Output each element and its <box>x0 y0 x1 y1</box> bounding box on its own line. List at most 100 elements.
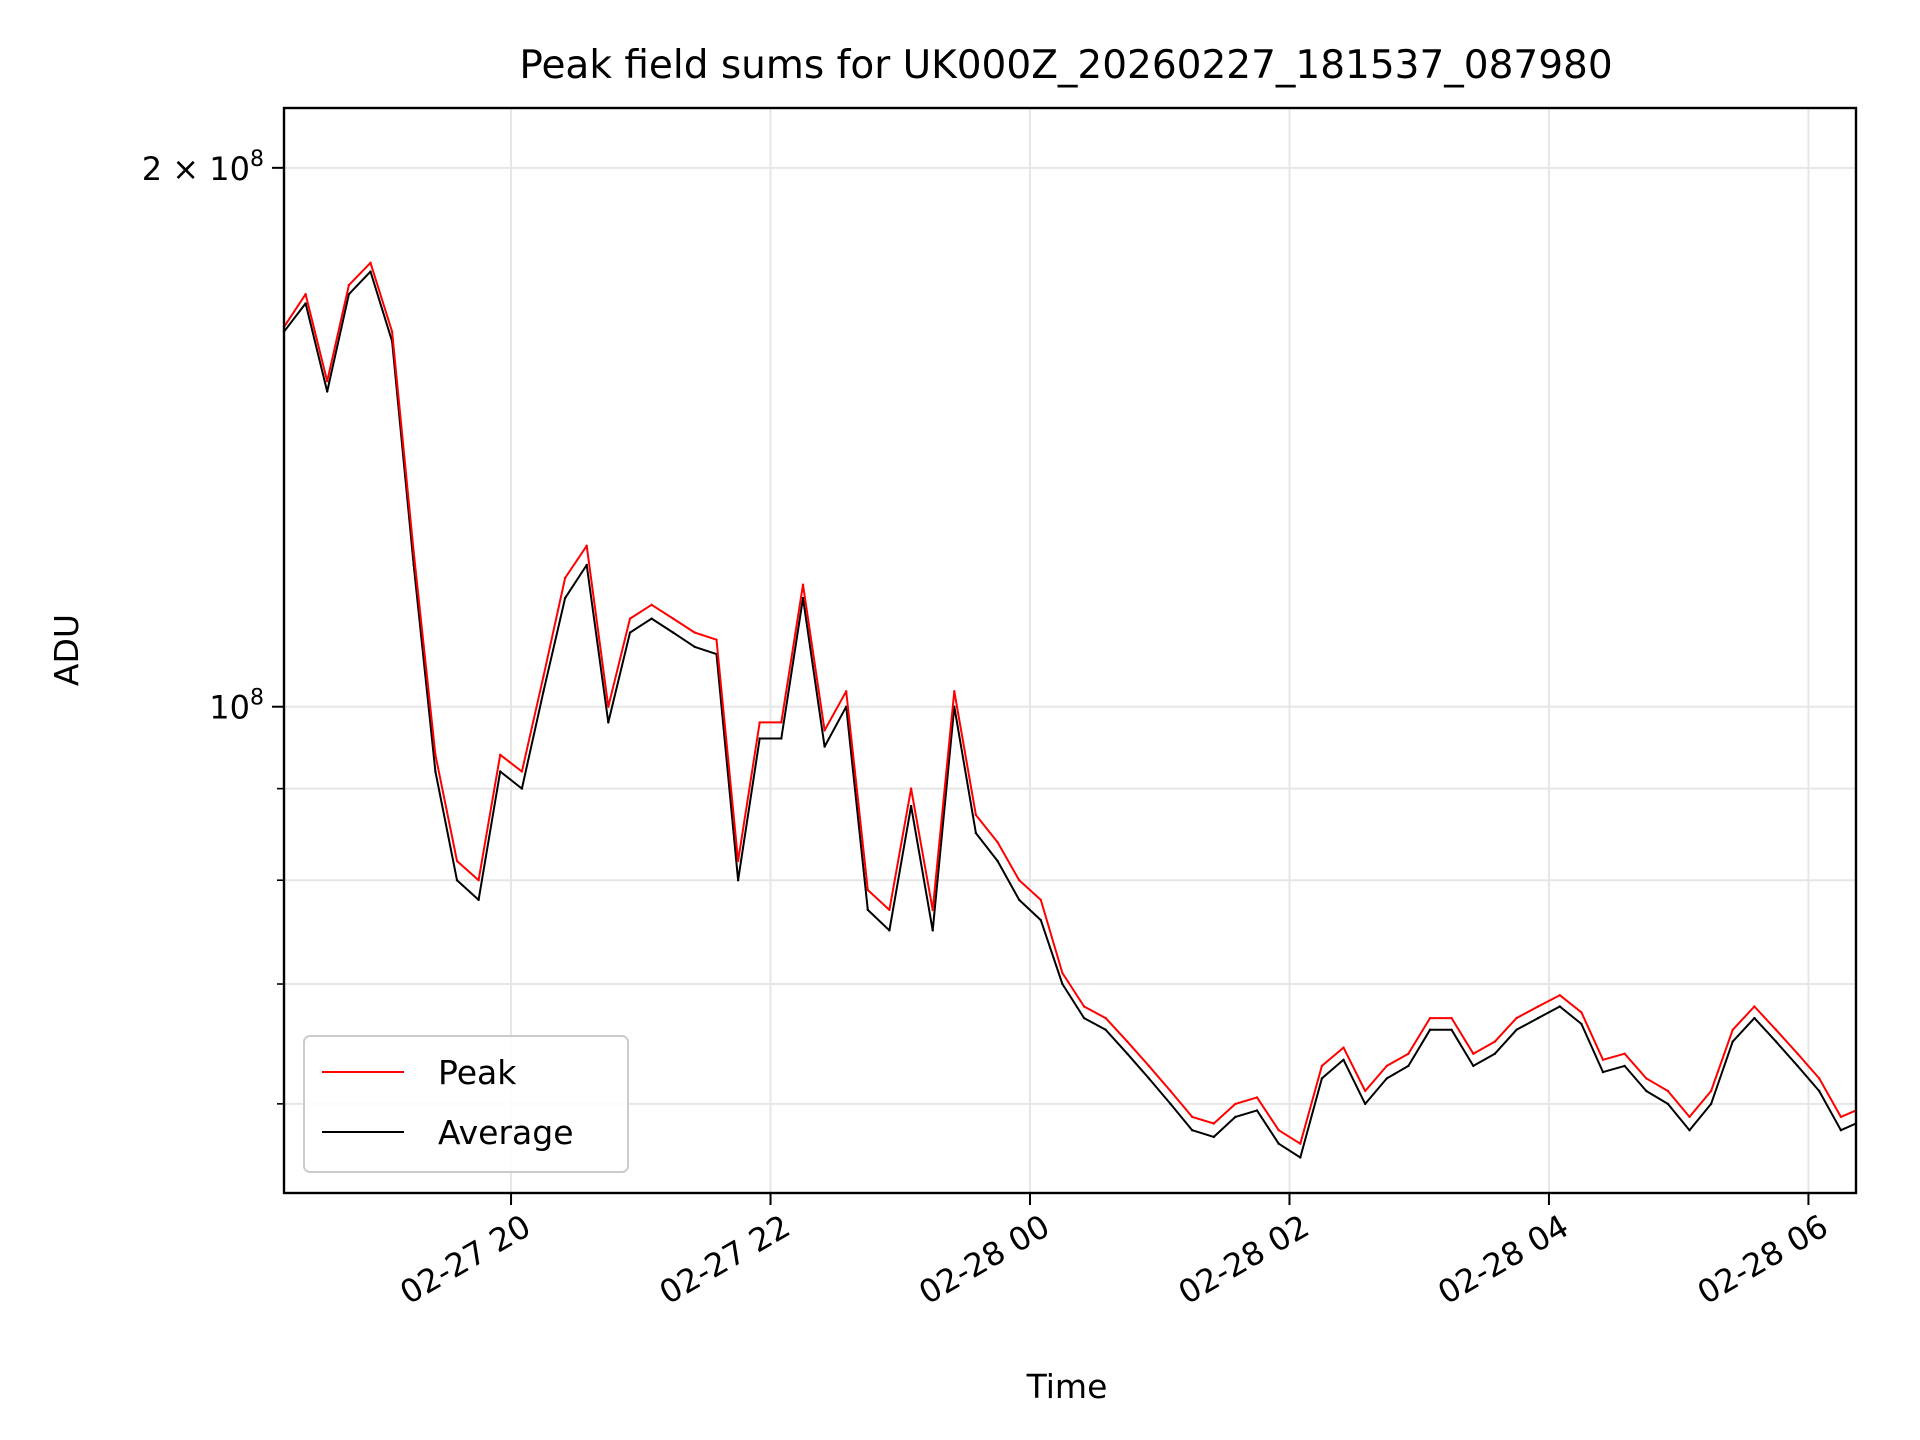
data-point-average <box>1018 898 1021 902</box>
data-point-average <box>1450 1028 1453 1032</box>
data-point-peak <box>434 753 437 756</box>
data-point-peak <box>1147 1064 1151 1068</box>
data-point-average <box>996 859 999 863</box>
series-line-average <box>283 270 1857 1159</box>
data-point-peak <box>1191 1115 1194 1119</box>
data-point-average <box>693 645 696 649</box>
data-point-average <box>672 631 675 634</box>
data-point-peak <box>1839 1115 1843 1119</box>
data-point-average <box>1234 1115 1237 1119</box>
data-point-average <box>1601 1070 1605 1074</box>
data-point-average <box>736 879 740 882</box>
data-point-peak <box>477 879 480 882</box>
data-point-peak <box>715 638 718 641</box>
data-point-average <box>1255 1109 1259 1112</box>
data-point-peak <box>801 583 805 586</box>
data-point-peak <box>1450 1016 1453 1020</box>
series-line-peak <box>283 261 1857 1145</box>
data-point-average <box>1753 1016 1756 1020</box>
data-point-average <box>434 770 437 773</box>
data-point-average <box>542 690 545 693</box>
data-point-average <box>1818 1089 1821 1093</box>
chart-title: Peak field sums for UK000Z_20260227_1815… <box>519 43 1612 88</box>
data-point-average <box>1342 1058 1345 1062</box>
data-point-average <box>1536 1016 1540 1020</box>
data-point-average <box>1666 1102 1670 1106</box>
data-point-peak <box>1126 1040 1129 1043</box>
data-point-peak <box>304 293 307 296</box>
data-point-average <box>845 705 848 708</box>
data-point-average <box>326 390 329 393</box>
data-point-average <box>823 745 826 748</box>
data-point-peak <box>1623 1052 1626 1055</box>
data-point-average <box>1472 1064 1475 1068</box>
data-point-average <box>1299 1156 1302 1159</box>
legend: Peak Average <box>303 1035 629 1173</box>
data-point-average <box>1169 1102 1172 1106</box>
data-point-peak <box>1515 1016 1518 1020</box>
data-point-peak <box>1255 1096 1259 1099</box>
data-point-peak <box>1688 1115 1691 1119</box>
data-point-peak <box>585 544 588 547</box>
data-point-peak <box>369 261 372 264</box>
data-point-peak <box>1428 1016 1432 1020</box>
data-point-peak <box>1212 1122 1216 1125</box>
data-point-peak <box>607 705 610 708</box>
x-axis-label: Time <box>1026 1367 1108 1406</box>
data-point-peak <box>888 908 891 912</box>
data-point-average <box>1493 1052 1497 1055</box>
data-point-peak <box>1061 971 1064 975</box>
data-point-average <box>650 617 653 620</box>
data-point-peak <box>693 631 696 634</box>
data-point-average <box>1039 918 1043 922</box>
data-point-average <box>780 737 783 740</box>
data-point-peak <box>1407 1052 1410 1055</box>
data-point-peak <box>1299 1142 1302 1145</box>
data-point-peak <box>1536 1005 1540 1008</box>
data-point-average <box>974 831 978 835</box>
data-point-average <box>520 787 524 790</box>
data-point-peak <box>650 603 653 606</box>
data-point-peak <box>1104 1016 1107 1020</box>
data-point-average <box>1082 1016 1086 1020</box>
data-point-average <box>1104 1028 1107 1032</box>
data-point-average <box>628 631 632 634</box>
data-point-average <box>1428 1028 1432 1032</box>
data-point-average <box>1147 1077 1151 1080</box>
data-point-peak <box>1645 1077 1648 1080</box>
data-point-peak <box>1385 1064 1389 1068</box>
data-point-peak <box>1774 1028 1778 1032</box>
data-point-average <box>1212 1135 1216 1139</box>
data-point-peak <box>1796 1052 1799 1055</box>
data-point-average <box>1191 1129 1194 1132</box>
data-point-average <box>1688 1129 1691 1132</box>
data-point-peak <box>347 283 351 287</box>
data-point-peak <box>520 770 524 773</box>
data-point-average <box>931 929 934 932</box>
data-point-average <box>304 302 307 305</box>
data-point-peak <box>1364 1089 1367 1093</box>
data-point-peak <box>1342 1046 1345 1049</box>
data-point-average <box>1364 1102 1367 1106</box>
data-point-average <box>1061 982 1064 986</box>
data-point-average <box>563 596 567 600</box>
data-point-peak <box>780 721 783 724</box>
data-point-peak <box>1320 1064 1324 1068</box>
data-point-peak <box>1039 898 1043 902</box>
data-point-average <box>888 929 891 932</box>
data-point-average <box>1623 1064 1626 1068</box>
data-point-peak <box>390 330 394 333</box>
data-point-peak <box>1169 1089 1172 1093</box>
data-point-average <box>477 898 480 902</box>
data-point-average <box>347 293 351 296</box>
data-point-average <box>866 908 869 912</box>
y-tick-label: 2 × 108 <box>142 147 264 188</box>
data-point-peak <box>1601 1058 1605 1062</box>
data-point-peak <box>1709 1089 1713 1093</box>
data-point-average <box>1774 1040 1778 1043</box>
data-point-peak <box>563 576 567 580</box>
y-axis-label: ADU <box>47 614 86 686</box>
data-point-average <box>909 804 913 808</box>
data-point-peak <box>996 841 999 844</box>
